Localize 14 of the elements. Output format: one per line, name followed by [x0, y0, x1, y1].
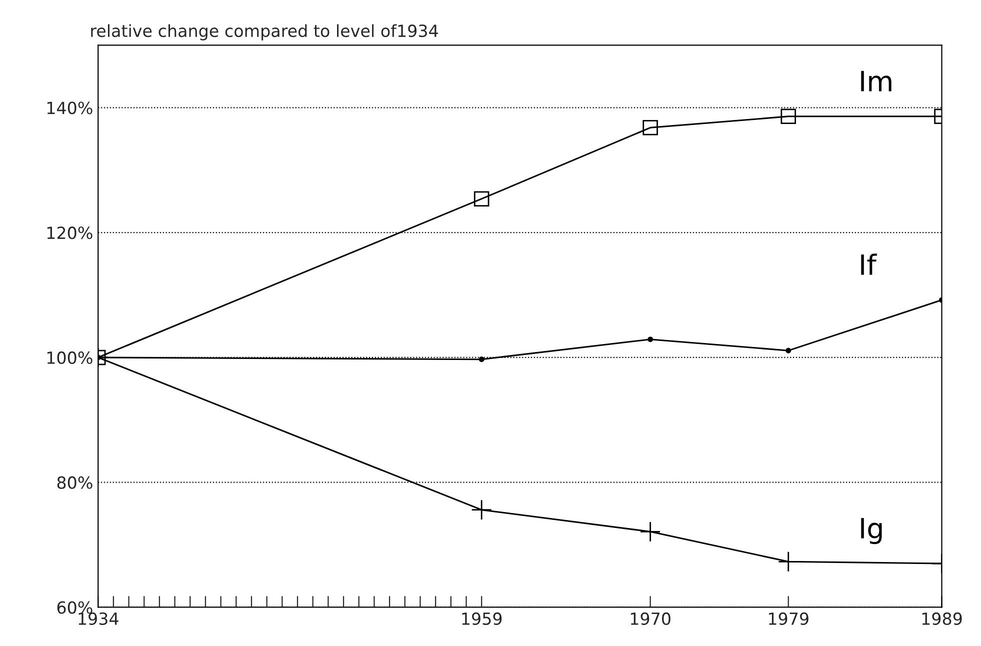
x-tick-label: 1989 [922, 612, 962, 625]
series-label: If [861, 254, 877, 275]
x-tick-label: 1959 [462, 612, 502, 625]
x-tick-label: 1934 [78, 612, 118, 625]
y-tick-label: 120% [47, 226, 92, 240]
x-tick-label: 1979 [768, 612, 808, 625]
series-label: Ig [861, 518, 882, 544]
y-tick-label: 140% [47, 102, 92, 114]
series-label: Im [861, 70, 892, 92]
y-tick-label: 100% [47, 351, 92, 364]
y-tick-label: 80% [57, 476, 92, 489]
y-tick-label: 60% [57, 601, 92, 614]
chart-title: relative change compared to level of1934 [91, 24, 438, 40]
x-tick-label: 1970 [630, 612, 670, 625]
